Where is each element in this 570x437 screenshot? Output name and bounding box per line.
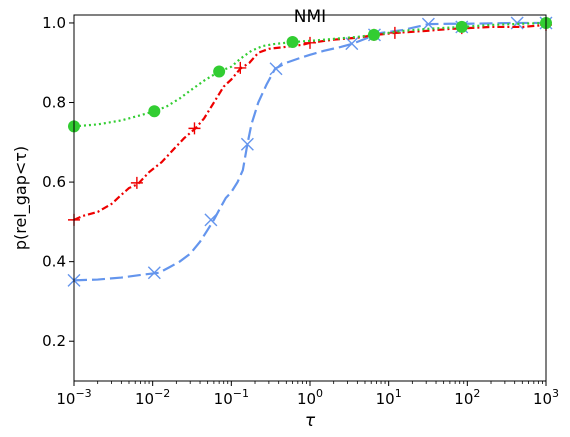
series-line-1 <box>73 21 546 282</box>
x-tick-label: 10−2 <box>135 387 170 408</box>
x-tick-label: 101 <box>376 387 402 408</box>
x-tick-label: 10−3 <box>56 387 91 408</box>
x-tick-label: 10−1 <box>214 387 249 408</box>
series-2-point <box>234 61 247 74</box>
series-3-point <box>213 65 226 78</box>
x-tick-label: 100 <box>297 387 323 408</box>
y-tick-label: 0.4 <box>42 253 66 271</box>
series-2-point <box>130 176 143 189</box>
chart-title: NMI <box>294 7 326 27</box>
series-1-point <box>345 37 359 51</box>
y-tick-label: 0.6 <box>42 173 66 191</box>
x-tick-label: 102 <box>454 387 480 408</box>
series-1-point <box>240 137 254 151</box>
series-2-point <box>188 122 201 135</box>
series-2-point <box>304 36 316 49</box>
series-3-point <box>455 20 468 33</box>
series-layer <box>67 16 553 287</box>
series-1-point <box>147 266 161 280</box>
y-tick-label: 1.0 <box>42 14 66 32</box>
y-axis: 0.2 0.4 0.6 0.8 1.0 <box>42 14 74 350</box>
series-2-point <box>388 26 401 39</box>
y-tick-label: 0.8 <box>42 94 66 112</box>
series-3-point <box>367 28 380 41</box>
series-1-point <box>269 62 283 76</box>
x-axis: 10−3 10−2 10−1 100 101 102 103 <box>56 381 559 408</box>
series-3-point <box>148 105 161 118</box>
x-tick-label: 103 <box>533 387 559 408</box>
x-axis-title: τ <box>305 411 316 431</box>
series-3-point <box>286 36 299 49</box>
series-1-point <box>204 213 218 227</box>
y-axis-title: p(rel_gap<τ) <box>11 146 31 250</box>
y-tick-label: 0.2 <box>42 332 66 350</box>
plot-frame <box>73 14 547 382</box>
